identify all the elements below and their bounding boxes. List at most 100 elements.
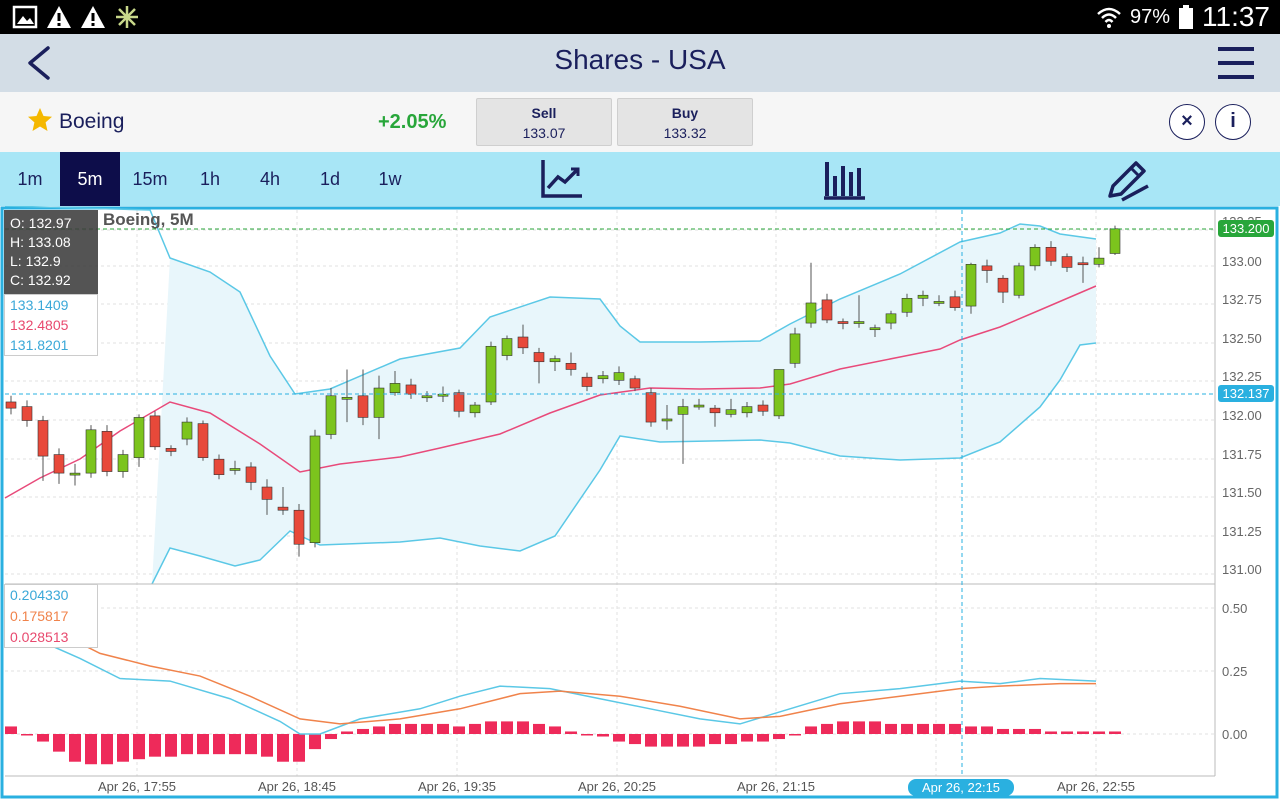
chart-area[interactable]: 133.25 133.00 132.75 132.50 132.25 132.0… bbox=[0, 206, 1280, 800]
macd-histogram-bar bbox=[597, 734, 609, 737]
timeframe-1d[interactable]: 1d bbox=[319, 169, 341, 189]
macd-histogram-bar bbox=[613, 734, 625, 742]
close-icon[interactable]: × bbox=[1169, 104, 1205, 140]
bollinger-values-box: 133.1409 132.4805 131.8201 bbox=[4, 294, 98, 356]
sell-label: Sell bbox=[531, 105, 557, 121]
timeframe-1m[interactable]: 1m bbox=[17, 169, 43, 189]
hamburger-menu-icon[interactable] bbox=[1216, 44, 1256, 82]
macd-histogram-bar bbox=[357, 728, 369, 734]
price-tick: 132.50 bbox=[1222, 331, 1262, 346]
price-chart[interactable]: 133.25 133.00 132.75 132.50 132.25 132.0… bbox=[0, 206, 1280, 800]
candle-body bbox=[1109, 228, 1121, 254]
macd-values-box: 0.204330 0.175817 0.028513 bbox=[4, 584, 98, 648]
bollinger-fill bbox=[152, 224, 1096, 584]
buy-price: 133.32 bbox=[663, 125, 707, 141]
candle-body bbox=[549, 358, 561, 363]
macd-histogram bbox=[5, 721, 1121, 765]
instrument-name: Boeing bbox=[59, 110, 125, 133]
info-icon[interactable]: i bbox=[1215, 104, 1251, 140]
macd-histogram-bar bbox=[325, 734, 337, 740]
macd-histogram-bar bbox=[565, 731, 577, 734]
candle-body bbox=[645, 392, 657, 423]
timeframe-15m[interactable]: 15m bbox=[132, 169, 168, 189]
clock: 11:37 bbox=[1202, 1, 1270, 32]
current-price-label: 133.200 bbox=[1223, 221, 1270, 236]
buy-button[interactable]: Buy 133.32 bbox=[617, 98, 753, 146]
bollinger-middle-value: 132.4805 bbox=[10, 317, 69, 333]
macd-histogram-bar bbox=[517, 721, 529, 734]
macd-histogram-bar bbox=[469, 723, 481, 734]
candle-body bbox=[693, 404, 705, 408]
macd-histogram-bar bbox=[773, 734, 785, 740]
time-axis-labels: Apr 26, 17:55 Apr 26, 18:45 Apr 26, 19:3… bbox=[98, 779, 1135, 794]
time-tick: Apr 26, 20:25 bbox=[578, 779, 656, 794]
macd-histogram-bar bbox=[277, 734, 289, 762]
timeframe-1h[interactable]: 1h bbox=[199, 169, 221, 189]
wifi-icon bbox=[1097, 7, 1121, 28]
macd-histogram-bar bbox=[901, 723, 913, 734]
candle-body bbox=[357, 395, 369, 418]
price-axis-labels: 133.25 133.00 132.75 132.50 132.25 132.0… bbox=[1222, 214, 1262, 742]
macd-histogram-bar bbox=[917, 723, 929, 734]
crosshair-price-badge bbox=[1218, 385, 1274, 402]
candle-body bbox=[1013, 265, 1025, 296]
candle-body bbox=[613, 372, 625, 381]
macd-histogram-bar bbox=[789, 734, 801, 736]
macd-histogram-bar bbox=[549, 726, 561, 734]
time-tick: Apr 26, 21:15 bbox=[737, 779, 815, 794]
candle-body bbox=[389, 383, 401, 393]
ohlc-open: O: 132.97 bbox=[10, 215, 72, 231]
favorite-star-icon[interactable] bbox=[26, 106, 54, 134]
candle-body bbox=[869, 327, 881, 331]
candle-body bbox=[341, 397, 353, 400]
macd-histogram-bar bbox=[693, 734, 705, 747]
macd-histogram-bar bbox=[709, 734, 721, 745]
candle-body bbox=[581, 376, 593, 387]
macd-tick: 0.50 bbox=[1222, 601, 1247, 616]
macd-histogram-bar bbox=[421, 723, 433, 734]
candle-body bbox=[405, 384, 417, 395]
candle-body bbox=[165, 448, 177, 452]
back-arrow-icon[interactable] bbox=[20, 42, 60, 84]
macd-histogram-bar bbox=[741, 734, 753, 742]
candle-body bbox=[757, 404, 769, 412]
macd-histogram-bar bbox=[197, 734, 209, 755]
macd-histogram-bar bbox=[213, 734, 225, 755]
instrument-bar: Boeing +2.05% Sell 133.07 Buy 133.32 × i bbox=[0, 92, 1280, 152]
macd-histogram-bar bbox=[629, 734, 641, 745]
macd-tick: 0.25 bbox=[1222, 664, 1247, 679]
macd-histogram-bar bbox=[117, 734, 129, 762]
draw-pencil-icon[interactable] bbox=[1104, 158, 1150, 202]
macd-histogram-bar bbox=[661, 734, 673, 747]
macd-histogram-bar bbox=[389, 723, 401, 734]
macd-histogram-bar bbox=[997, 728, 1009, 734]
candle-body bbox=[981, 265, 993, 271]
candle-body bbox=[773, 369, 785, 417]
macd-signal-value: 0.175817 bbox=[10, 608, 69, 624]
bar-chart-icon[interactable] bbox=[822, 158, 866, 200]
macd-signal-line bbox=[59, 632, 1096, 725]
price-tick: 132.25 bbox=[1222, 369, 1262, 384]
macd-histogram-bar bbox=[853, 721, 865, 734]
price-tick: 133.00 bbox=[1222, 254, 1262, 269]
battery-percentage: 97% bbox=[1129, 5, 1170, 28]
price-tick: 132.00 bbox=[1222, 408, 1262, 423]
ohlc-tooltip: O: 132.97 H: 133.08 L: 132.9 C: 132.92 bbox=[4, 210, 98, 294]
candle-body bbox=[629, 378, 641, 389]
candle-body bbox=[1093, 257, 1105, 265]
candle-body bbox=[885, 313, 897, 324]
time-tick: Apr 26, 17:55 bbox=[98, 779, 176, 794]
sell-button[interactable]: Sell 133.07 bbox=[476, 98, 612, 146]
timeframe-4h[interactable]: 4h bbox=[259, 169, 281, 189]
candle-body bbox=[325, 395, 337, 435]
candle-body bbox=[101, 431, 113, 472]
macd-line bbox=[4, 632, 1097, 735]
bollinger-lower-line bbox=[151, 342, 1097, 585]
price-tick: 131.00 bbox=[1222, 562, 1262, 577]
timeframe-1w[interactable]: 1w bbox=[378, 169, 402, 189]
macd-histogram-value: 0.028513 bbox=[10, 629, 69, 645]
timeframe-5m[interactable]: 5m bbox=[60, 152, 120, 206]
line-chart-icon[interactable] bbox=[540, 158, 584, 200]
candle-body bbox=[469, 404, 481, 414]
candle-body bbox=[1077, 262, 1089, 266]
